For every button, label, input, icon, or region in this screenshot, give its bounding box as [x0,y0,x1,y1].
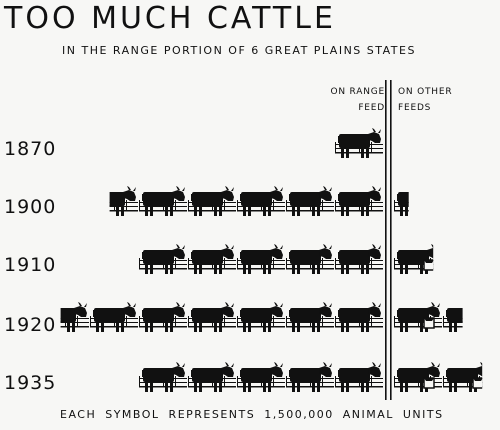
cow-icon [394,302,442,332]
cow-icon [443,362,483,392]
cow-icon [286,244,334,274]
range-divider-line [385,80,392,400]
cow-icon [394,362,442,392]
cow-icon [286,362,334,392]
cow-icon [335,244,383,274]
column-header-range-feed-line2: FEED [358,103,385,113]
column-header-other-feeds-line1: ON OTHER [398,87,453,97]
chart-footnote: EACH SYMBOL REPRESENTS 1,500,000 ANIMAL … [60,408,444,421]
cow-icon [335,362,383,392]
column-header-range-feed-line1: ON RANGE [330,87,385,97]
cow-icon [139,362,187,392]
cow-icon [286,302,334,332]
cow-icon [335,186,383,216]
cow-icon [237,362,285,392]
cow-icon [394,186,409,216]
cow-icon [237,186,285,216]
year-label-1900: 1900 [4,196,57,218]
cow-icon [286,186,334,216]
year-label-1935: 1935 [4,372,57,394]
cow-icon [109,186,138,216]
cow-icon [90,302,138,332]
cow-icon [139,244,187,274]
column-header-other-feeds-line2: FEEDS [398,103,432,113]
year-label-1870: 1870 [4,138,57,160]
chart-title: TOO MUCH CATTLE [4,1,336,36]
year-label-1920: 1920 [4,314,57,336]
cow-icon [188,362,236,392]
cow-icon [188,186,236,216]
cow-icon [443,302,463,332]
cow-icon [60,302,89,332]
cow-icon [139,302,187,332]
cow-icon [139,186,187,216]
column-header-range-feed: ON RANGE FEED [295,84,385,116]
chart-subtitle: IN THE RANGE PORTION OF 6 GREAT PLAINS S… [62,44,416,57]
cow-icon [188,244,236,274]
cow-icon [335,128,383,158]
year-label-1910: 1910 [4,254,57,276]
cow-icon [188,302,236,332]
cow-icon [394,244,434,274]
column-header-other-feeds: ON OTHER FEEDS [398,84,478,116]
cow-icon [237,244,285,274]
cow-icon [237,302,285,332]
cow-icon [335,302,383,332]
